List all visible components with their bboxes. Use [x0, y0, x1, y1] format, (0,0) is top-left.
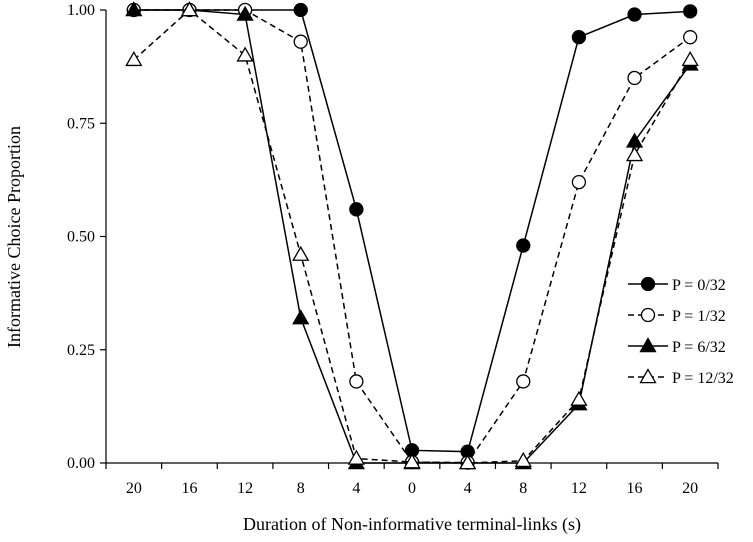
y-axis-title: Informative Choice Proportion	[4, 126, 24, 348]
legend-item: P = 0/32	[628, 276, 726, 294]
data-point	[627, 7, 642, 22]
data-point	[681, 51, 699, 67]
x-tick-label: 12	[237, 480, 253, 497]
data-point	[516, 374, 531, 389]
y-tick-label: 1.00	[67, 2, 95, 19]
series-3	[125, 1, 699, 470]
x-tick-label: 8	[519, 480, 527, 497]
data-point	[125, 51, 143, 67]
series-group	[125, 1, 699, 470]
data-point	[459, 454, 477, 470]
data-point	[236, 5, 254, 21]
data-point	[403, 453, 421, 469]
x-tick-label: 20	[126, 480, 142, 497]
data-point	[627, 70, 642, 86]
data-point	[292, 245, 310, 261]
data-point	[349, 374, 364, 389]
data-point	[571, 174, 587, 190]
series-line	[133, 9, 691, 464]
data-point	[293, 34, 308, 49]
data-point	[349, 202, 364, 217]
data-point	[180, 1, 199, 17]
legend-marker	[639, 368, 657, 384]
data-point	[625, 132, 644, 148]
data-point	[571, 30, 587, 45]
data-point	[236, 46, 254, 62]
series-1	[126, 2, 698, 459]
data-point	[570, 390, 588, 406]
x-tick-label: 4	[464, 480, 472, 497]
y-tick-label: 0.50	[67, 229, 95, 246]
x-tick-label: 16	[181, 480, 197, 497]
y-tick-label: 0.75	[67, 115, 95, 132]
x-tick-label: 16	[627, 480, 643, 497]
y-tick-label: 0.25	[67, 342, 95, 359]
legend-marker	[640, 276, 656, 292]
data-point	[683, 4, 698, 19]
legend-label: P = 1/32	[672, 308, 726, 325]
legend: P = 0/32 P = 1/32 P = 6/32 P = 12/32	[628, 276, 734, 387]
legend-label: P = 0/32	[672, 277, 726, 294]
series-2	[126, 2, 698, 470]
legend-marker	[639, 337, 657, 353]
data-point	[125, 1, 143, 17]
data-point	[516, 238, 531, 253]
series-4	[125, 1, 699, 470]
series-line	[133, 9, 691, 453]
legend-item: P = 6/32	[628, 337, 726, 356]
x-tick-label: 4	[352, 480, 360, 497]
legend-marker	[640, 307, 656, 323]
data-point	[292, 309, 310, 325]
axes: 0.00 0.25 0.50 0.75 1.00 20 16 12 8 4 0 4 8 12 16 20	[67, 2, 719, 497]
data-point	[683, 30, 698, 45]
data-point	[293, 2, 308, 18]
series-line	[133, 9, 691, 464]
data-point	[625, 146, 644, 162]
legend-label: P = 6/32	[672, 339, 726, 356]
x-axis-title: Duration of Non-informative terminal-lin…	[243, 514, 581, 535]
data-point	[347, 449, 365, 465]
series-line	[133, 9, 691, 464]
legend-item: P = 12/32	[628, 368, 734, 387]
x-tick-label: 8	[297, 480, 305, 497]
y-tick-label: 0.00	[67, 455, 95, 472]
legend-item: P = 1/32	[628, 307, 726, 325]
data-point	[514, 451, 532, 468]
x-tick-label: 12	[571, 480, 587, 497]
legend-label: P = 12/32	[672, 370, 734, 387]
x-tick-label: 20	[682, 480, 698, 497]
x-tick-label: 0	[408, 480, 416, 497]
